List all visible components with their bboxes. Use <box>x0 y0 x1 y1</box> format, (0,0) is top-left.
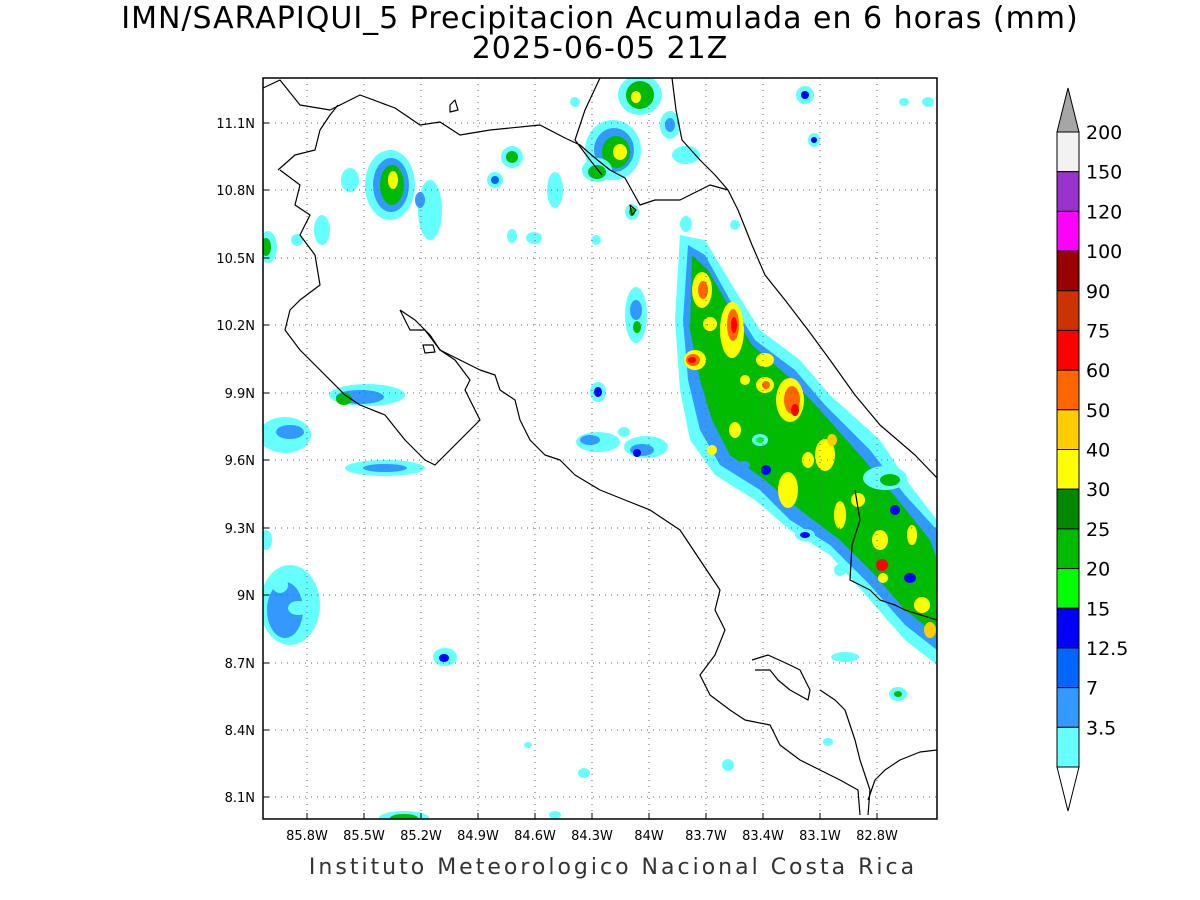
y-axis-labels: 11.1N 10.8N 10.5N 10.2N 9.9N 9.6N 9.3N 9… <box>216 117 255 806</box>
legend-label: 60 <box>1086 360 1110 382</box>
y-tick-label: 9.9N <box>225 387 255 402</box>
precip-band <box>675 235 937 665</box>
legend-swatch <box>1056 131 1080 173</box>
precip-cell <box>501 146 523 168</box>
x-tick-label: 85.5W <box>343 829 385 844</box>
legend-label: 20 <box>1086 559 1110 581</box>
legend-label: 90 <box>1086 281 1110 303</box>
nicaragua-pacific-coast <box>277 104 339 171</box>
legend-label: 120 <box>1086 201 1122 223</box>
legend-label: 7 <box>1086 678 1098 700</box>
panama-pacific-coast <box>867 749 937 801</box>
legend-label: 3.5 <box>1086 717 1116 739</box>
legend-label: 50 <box>1086 400 1110 422</box>
y-tick-label: 11.1N <box>216 117 255 132</box>
island <box>449 99 459 113</box>
panama-border <box>849 489 937 621</box>
y-tick-label: 9.3N <box>225 522 255 537</box>
x-tick-label: 82.8W <box>856 829 898 844</box>
precip-cell <box>365 150 415 220</box>
x-tick-label: 84.3W <box>571 829 613 844</box>
costa-rica-caribbean-coast <box>727 189 937 479</box>
osa-peninsula-coast <box>751 654 811 701</box>
legend-underflow-arrow <box>1056 766 1080 812</box>
y-tick-label: 8.4N <box>225 724 255 739</box>
legend-swatch <box>1056 329 1080 371</box>
legend-swatch <box>1056 528 1080 570</box>
precip-cell <box>582 158 612 182</box>
legend-swatch <box>1056 687 1080 728</box>
legend-swatch <box>1056 568 1080 609</box>
x-tick-label: 84.9W <box>457 829 499 844</box>
lake-nicaragua-shore <box>574 78 603 176</box>
precip-cell <box>625 287 647 343</box>
legend-swatch <box>1056 409 1080 450</box>
golfito-coast <box>819 689 871 816</box>
y-tick-label: 8.7N <box>225 657 255 672</box>
legend-label: 25 <box>1086 519 1110 541</box>
x-tick-label: 83.7W <box>685 829 727 844</box>
gulf-of-nicoya-coast <box>399 309 861 816</box>
y-tick-label: 10.5N <box>216 252 255 267</box>
graticule <box>263 78 937 819</box>
legend-label: 75 <box>1086 320 1110 342</box>
legend-swatch <box>1056 726 1080 768</box>
y-tick-label: 9.6N <box>225 454 255 469</box>
legend-label: 30 <box>1086 479 1110 501</box>
x-tick-label: 84W <box>634 829 664 844</box>
y-tick-marks <box>263 122 269 798</box>
legend-swatch <box>1056 210 1080 252</box>
map-datetime: 2025-06-05 21Z <box>471 31 729 66</box>
nicaragua-caribbean-coast <box>671 78 729 191</box>
legend-swatch <box>1056 449 1080 490</box>
legend-label: 100 <box>1086 241 1122 263</box>
legend-label: 150 <box>1086 162 1122 184</box>
x-tick-label: 85.8W <box>286 829 328 844</box>
x-tick-label: 83.4W <box>742 829 784 844</box>
legend-swatch <box>1056 369 1080 411</box>
precip-cell <box>796 86 814 104</box>
precip-cell <box>329 384 405 406</box>
legend-swatch <box>1056 488 1080 530</box>
precipitation-field <box>263 78 937 819</box>
footer-credit: Instituto Meteorologico Nacional Costa R… <box>308 855 918 880</box>
legend-swatch <box>1056 607 1080 649</box>
legend-label: 200 <box>1086 122 1122 144</box>
precip-cell <box>263 565 320 645</box>
legend-label: 40 <box>1086 440 1110 462</box>
x-tick-label: 83.1W <box>799 829 841 844</box>
legend-swatch <box>1056 647 1080 689</box>
map-title: IMN/SARAPIQUI_5 Precipitacion Acumulada … <box>121 1 1079 36</box>
legend-swatch <box>1056 290 1080 331</box>
color-legend: 200 150 120 100 90 75 60 50 40 30 25 20 15 12.5 7 3.5 <box>1056 87 1128 812</box>
legend-label: 15 <box>1086 598 1110 620</box>
lake <box>629 204 637 216</box>
x-tick-label: 85.2W <box>400 829 442 844</box>
x-axis-labels: 85.8W 85.5W 85.2W 84.9W 84.6W 84.3W 84W … <box>286 829 898 844</box>
nicoya-coast <box>279 169 481 466</box>
x-tick-marks <box>306 813 878 819</box>
island <box>422 344 436 354</box>
legend-label: 12.5 <box>1086 638 1128 660</box>
legend-overflow-arrow <box>1056 87 1080 133</box>
y-tick-label: 10.2N <box>216 319 255 334</box>
y-tick-label: 9N <box>237 589 255 604</box>
map-frame <box>262 77 938 820</box>
coastline-borders <box>263 78 937 816</box>
legend-swatch <box>1056 171 1080 212</box>
x-tick-label: 84.6W <box>514 829 556 844</box>
legend-swatch <box>1056 250 1080 292</box>
y-tick-label: 10.8N <box>216 184 255 199</box>
precip-cell <box>660 111 680 139</box>
precip-cell <box>618 78 662 115</box>
nicaragua-border <box>263 79 729 206</box>
y-tick-label: 8.1N <box>225 791 255 806</box>
